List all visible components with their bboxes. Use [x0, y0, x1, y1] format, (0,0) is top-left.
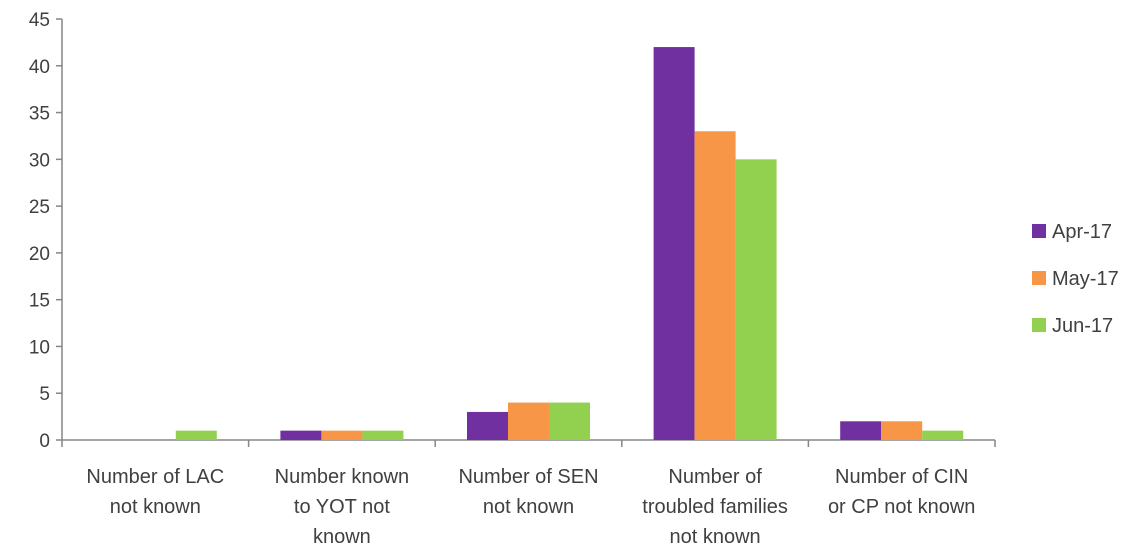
legend-item-may-17: May-17: [1032, 268, 1119, 290]
y-tick-label: 45: [29, 10, 50, 31]
bar-may-17-cat-4: [694, 131, 736, 440]
chart-bars: [175, 47, 964, 441]
bar-may-17-cat-5: [881, 421, 923, 440]
x-category-label: Number of SEN not known: [458, 466, 598, 518]
bar-jun-17-cat-5: [922, 430, 964, 440]
y-tick-label: 15: [29, 291, 50, 312]
bar-apr-17-cat-5: [840, 421, 882, 440]
bar-may-17-cat-3: [508, 402, 549, 440]
legend-swatch: [1032, 318, 1046, 332]
x-category-label: Number of troubled families not known: [642, 466, 788, 548]
x-category-label: Number known to YOT not known: [275, 466, 410, 548]
bar-apr-17-cat-4: [653, 47, 695, 441]
y-tick-label: 40: [29, 57, 50, 78]
bar-apr-17-cat-2: [280, 430, 322, 440]
bar-may-17-cat-2: [321, 430, 363, 440]
y-tick-label: 35: [29, 104, 50, 125]
legend-label: May-17: [1052, 268, 1119, 290]
y-tick-label: 20: [29, 244, 50, 265]
bar-jun-17-cat-1: [175, 430, 217, 440]
legend-label: Apr-17: [1052, 221, 1112, 243]
y-tick-label: 10: [29, 337, 50, 358]
legend-label: Jun-17: [1052, 315, 1113, 337]
x-category-label: Number of CIN or CP not known: [828, 466, 976, 518]
bar-apr-17-cat-3: [467, 411, 508, 440]
chart-axes: [61, 19, 996, 447]
bar-jun-17-cat-3: [549, 402, 590, 440]
y-tick-label: 30: [29, 150, 50, 171]
y-tick-label: 0: [39, 431, 50, 452]
bar-jun-17-cat-4: [735, 159, 777, 441]
bar-jun-17-cat-2: [362, 430, 404, 440]
y-axis-ticks: 0 5 10 15 20 25 30 35 40 45: [29, 10, 62, 452]
y-tick-label: 25: [29, 197, 50, 218]
legend-swatch: [1032, 224, 1046, 238]
x-axis-labels: Number of LAC not known Number known to YOT…: [86, 466, 975, 548]
x-category-label: Number of LAC not known: [86, 466, 224, 518]
legend-item-jun-17: Jun-17: [1032, 315, 1113, 337]
y-tick-label: 5: [39, 384, 50, 405]
chart-legend: Apr-17 May-17 Jun-17: [1032, 221, 1119, 337]
legend-swatch: [1032, 271, 1046, 285]
legend-item-apr-17: Apr-17: [1032, 221, 1112, 243]
